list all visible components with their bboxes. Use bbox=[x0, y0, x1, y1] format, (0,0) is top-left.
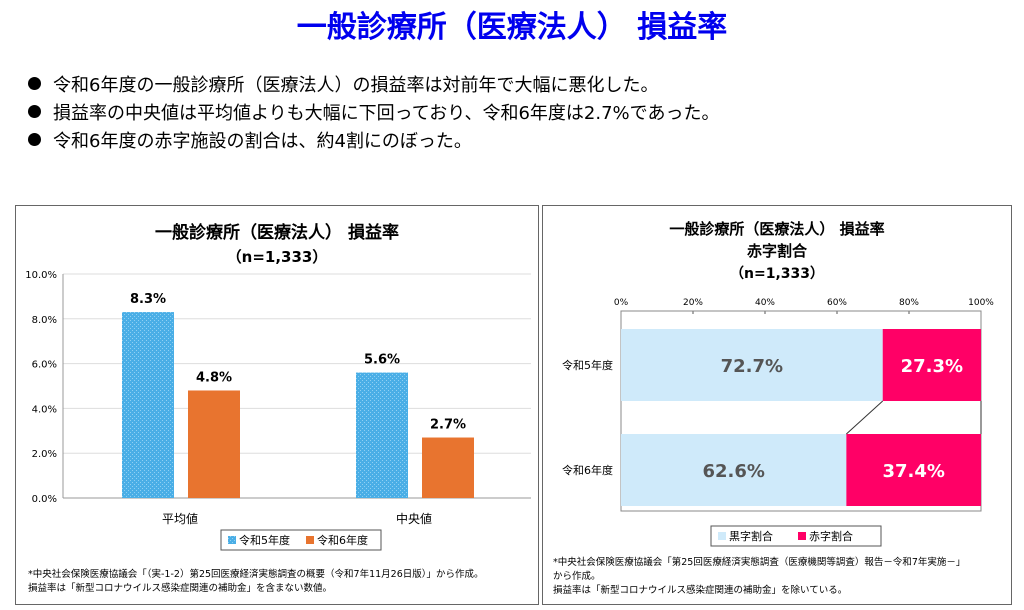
legend-label: 令和5年度 bbox=[239, 533, 290, 547]
deficit-ratio-chart-panel: 一般診療所（医療法人） 損益率 赤字割合 （n=1,333） 0% 20% 40% 60% 8… bbox=[542, 205, 1012, 605]
bar-segment bbox=[621, 434, 847, 506]
chart-subtitle: （n=1,333） bbox=[730, 266, 824, 282]
legend-label: 令和6年度 bbox=[317, 533, 368, 547]
x-tick-label: 20% bbox=[683, 298, 703, 308]
legend-swatch bbox=[306, 536, 314, 544]
legend-swatch bbox=[718, 532, 726, 540]
data-label: 2.7% bbox=[430, 418, 466, 433]
data-label: 8.3% bbox=[130, 292, 166, 307]
bar-segment bbox=[621, 329, 883, 401]
y-tick-label: 6.0% bbox=[32, 360, 57, 371]
y-tick-label: 0.0% bbox=[32, 494, 57, 505]
bullet-item: 令和6年度の一般診療所（医療法人）の損益率は対前年で大幅に悪化した。 bbox=[28, 72, 719, 100]
legend-label: 黒字割合 bbox=[729, 529, 773, 543]
profit-rate-chart-panel: 一般診療所（医療法人） 損益率 （n=1,333） 0.0% 2.0% 4.0% 6.0%… bbox=[15, 205, 539, 605]
bar bbox=[122, 312, 174, 498]
chart-title: 一般診療所（医療法人） 損益率 bbox=[669, 220, 884, 238]
category-label: 令和5年度 bbox=[562, 358, 613, 372]
bar-segment bbox=[882, 329, 981, 401]
legend-swatch bbox=[798, 532, 806, 540]
x-tick-label: 40% bbox=[755, 298, 775, 308]
x-tick-label: 80% bbox=[899, 298, 919, 308]
x-tick-label: 60% bbox=[827, 298, 847, 308]
bullet-item: 令和6年度の赤字施設の割合は、約4割にのぼった。 bbox=[28, 128, 719, 156]
data-label: 62.6% bbox=[702, 461, 764, 482]
bar bbox=[422, 437, 474, 498]
chart-title-2: 赤字割合 bbox=[747, 242, 808, 260]
y-tick-label: 10.0% bbox=[25, 270, 57, 281]
data-label: 37.4% bbox=[882, 461, 944, 482]
source-note: から作成。 bbox=[553, 571, 601, 582]
source-note: *中央社会保険医療協議会「第25回医療経済実態調査（医療機関等調査）報告－令和7… bbox=[553, 557, 966, 568]
summary-bullets: 令和6年度の一般診療所（医療法人）の損益率は対前年で大幅に悪化した。 損益率の中… bbox=[28, 72, 719, 156]
series-connector-line bbox=[846, 400, 884, 435]
data-label: 72.7% bbox=[721, 356, 783, 377]
bullet-text: 損益率の中央値は平均値よりも大幅に下回っており、令和6年度は2.7%であった。 bbox=[53, 103, 720, 124]
bullet-dot-icon bbox=[28, 133, 41, 146]
bullet-dot-icon bbox=[28, 105, 41, 118]
category-label: 平均値 bbox=[162, 511, 198, 526]
category-label: 令和6年度 bbox=[562, 463, 613, 477]
y-tick-label: 4.0% bbox=[32, 404, 57, 415]
x-tick-label: 100% bbox=[968, 298, 994, 308]
legend-box bbox=[710, 525, 882, 547]
bullet-dot-icon bbox=[28, 77, 41, 90]
source-note: *中央社会保険医療協議会「（実-1-2）第25回医療経済実態調査の概要（令和7年… bbox=[28, 569, 484, 580]
profit-rate-chart: 一般診療所（医療法人） 損益率 （n=1,333） 0.0% 2.0% 4.0% 6.0%… bbox=[25, 222, 531, 551]
chart-title: 一般診療所（医療法人） 損益率 bbox=[155, 222, 399, 243]
legend-swatch bbox=[228, 536, 236, 544]
page-title: 一般診療所（医療法人） 損益率 bbox=[296, 10, 728, 45]
y-tick-label: 2.0% bbox=[32, 449, 57, 460]
bar bbox=[188, 390, 240, 498]
data-label: 5.6% bbox=[364, 353, 400, 368]
source-note: 損益率は「新型コロナウイルス感染症関連の補助金」を除いている。 bbox=[553, 585, 848, 596]
legend-label: 赤字割合 bbox=[809, 529, 853, 543]
x-tick-label: 0% bbox=[614, 298, 629, 308]
y-tick-label: 8.0% bbox=[32, 315, 57, 326]
bullet-item: 損益率の中央値は平均値よりも大幅に下回っており、令和6年度は2.7%であった。 bbox=[28, 100, 719, 128]
legend-box bbox=[220, 529, 382, 551]
chart-subtitle: （n=1,333） bbox=[227, 248, 328, 266]
bullet-text: 令和6年度の赤字施設の割合は、約4割にのぼった。 bbox=[53, 131, 472, 152]
bar bbox=[356, 372, 408, 498]
bullet-text: 令和6年度の一般診療所（医療法人）の損益率は対前年で大幅に悪化した。 bbox=[53, 75, 659, 96]
bar-segment bbox=[846, 434, 981, 506]
data-label: 27.3% bbox=[901, 356, 963, 377]
data-label: 4.8% bbox=[196, 370, 232, 385]
category-label: 中央値 bbox=[396, 511, 432, 526]
source-note: 損益率は「新型コロナウイルス感染症関連の補助金」を含まない数値。 bbox=[28, 583, 333, 594]
